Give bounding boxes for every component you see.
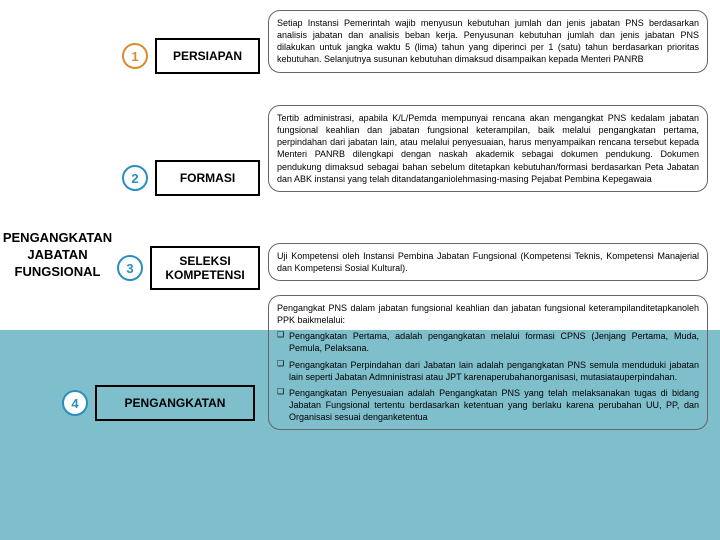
desc-4-item-c: Pengangkatan Penyesuaian adalah Pengangk… bbox=[277, 387, 699, 423]
side-title: PENGANGKATAN JABATAN FUNGSIONAL bbox=[0, 230, 115, 281]
step-2-label: FORMASI bbox=[180, 171, 235, 185]
step-2-num-text: 2 bbox=[131, 171, 138, 186]
desc-2-text: Tertib administrasi, apabila K/L/Pemda m… bbox=[277, 113, 699, 184]
desc-3: Uji Kompetensi oleh Instansi Pembina Jab… bbox=[268, 243, 708, 281]
desc-2: Tertib administrasi, apabila K/L/Pemda m… bbox=[268, 105, 708, 192]
step-3-label: SELEKSI KOMPETENSI bbox=[158, 254, 252, 283]
desc-1-text: Setiap Instansi Pemerintah wajib menyusu… bbox=[277, 18, 699, 64]
desc-1: Setiap Instansi Pemerintah wajib menyusu… bbox=[268, 10, 708, 73]
step-4-number: 4 bbox=[62, 390, 88, 416]
step-3-box: SELEKSI KOMPETENSI bbox=[150, 246, 260, 290]
step-1-num-text: 1 bbox=[131, 49, 138, 64]
step-4-num-text: 4 bbox=[71, 396, 78, 411]
desc-4-item-a: Pengangkatan Pertama, adalah pengangkata… bbox=[277, 330, 699, 354]
desc-4-item-b: Pengangkatan Perpindahan dari Jabatan la… bbox=[277, 359, 699, 383]
step-3-num-text: 3 bbox=[126, 261, 133, 276]
step-2-box: FORMASI bbox=[155, 160, 260, 196]
desc-4-intro: Pengangkat PNS dalam jabatan fungsional … bbox=[277, 302, 699, 326]
desc-3-text: Uji Kompetensi oleh Instansi Pembina Jab… bbox=[277, 251, 699, 273]
step-3-number: 3 bbox=[117, 255, 143, 281]
step-4-label: PENGANGKATAN bbox=[125, 396, 226, 410]
step-1-number: 1 bbox=[122, 43, 148, 69]
desc-4: Pengangkat PNS dalam jabatan fungsional … bbox=[268, 295, 708, 430]
step-2-number: 2 bbox=[122, 165, 148, 191]
step-1-label: PERSIAPAN bbox=[173, 49, 242, 63]
step-1-box: PERSIAPAN bbox=[155, 38, 260, 74]
step-4-box: PENGANGKATAN bbox=[95, 385, 255, 421]
